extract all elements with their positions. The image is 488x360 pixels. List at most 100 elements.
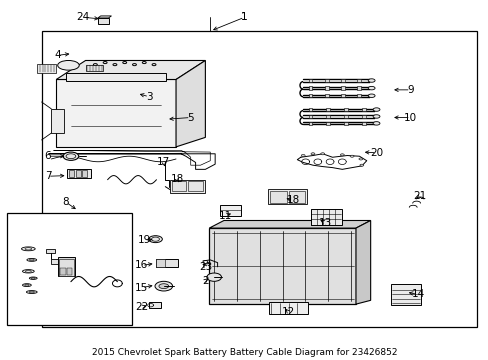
Bar [308, 122, 312, 125]
Bar [67, 168, 91, 178]
Ellipse shape [27, 258, 37, 261]
Bar [220, 205, 240, 216]
Polygon shape [176, 60, 205, 147]
Text: 10: 10 [404, 113, 416, 122]
Ellipse shape [310, 153, 314, 155]
Text: 19: 19 [137, 235, 151, 245]
Text: 1: 1 [241, 12, 247, 22]
Bar [56, 80, 176, 147]
Text: 17: 17 [157, 157, 170, 167]
Bar [187, 181, 203, 192]
Ellipse shape [301, 154, 305, 157]
Ellipse shape [148, 236, 162, 243]
Bar [58, 257, 75, 276]
Bar [326, 108, 330, 111]
Bar [357, 86, 361, 90]
Bar [269, 191, 286, 203]
Bar [324, 86, 328, 90]
Bar [7, 212, 132, 325]
Ellipse shape [372, 115, 379, 118]
Text: 8: 8 [62, 197, 69, 207]
Text: 6: 6 [44, 151, 51, 161]
Bar [76, 170, 81, 177]
Bar [362, 122, 366, 125]
Ellipse shape [159, 284, 168, 289]
Text: 16: 16 [135, 260, 148, 270]
Bar [172, 181, 185, 192]
Bar [344, 115, 347, 118]
Text: 2: 2 [202, 276, 208, 285]
Bar [82, 170, 87, 177]
Text: 20: 20 [369, 148, 382, 158]
Polygon shape [355, 220, 370, 304]
Text: 3: 3 [145, 92, 152, 102]
Bar [362, 115, 366, 118]
Bar [341, 79, 345, 82]
Bar [390, 284, 420, 305]
Bar [59, 258, 74, 276]
Text: 15: 15 [135, 283, 148, 293]
Ellipse shape [358, 158, 362, 160]
Ellipse shape [349, 155, 353, 157]
Bar [41, 31, 476, 327]
Bar [267, 189, 306, 204]
Bar [51, 259, 62, 264]
Text: 14: 14 [410, 289, 424, 300]
Text: 24: 24 [76, 12, 90, 22]
Bar [308, 108, 312, 111]
Text: 7: 7 [44, 171, 51, 181]
Bar [69, 170, 74, 177]
Text: 13: 13 [318, 218, 331, 228]
Text: 23: 23 [198, 262, 212, 272]
Bar [324, 79, 328, 82]
Ellipse shape [320, 153, 324, 155]
Bar [357, 79, 361, 82]
Bar [324, 94, 328, 98]
Bar [155, 259, 177, 267]
Ellipse shape [367, 86, 374, 90]
Text: 11: 11 [218, 211, 231, 221]
Text: 21: 21 [412, 191, 426, 201]
Bar [170, 180, 205, 193]
Ellipse shape [26, 291, 37, 293]
Bar [308, 94, 312, 98]
Ellipse shape [22, 270, 34, 273]
Text: 18: 18 [286, 195, 300, 206]
Text: 5: 5 [187, 113, 194, 122]
Bar [98, 18, 108, 24]
Bar [149, 302, 161, 307]
Ellipse shape [22, 284, 31, 287]
Bar [326, 115, 330, 118]
Bar [341, 94, 345, 98]
Text: 9: 9 [407, 85, 413, 95]
Bar [85, 65, 102, 71]
Bar [341, 86, 345, 90]
Ellipse shape [340, 154, 344, 156]
Ellipse shape [21, 247, 35, 251]
Bar [155, 259, 165, 267]
Ellipse shape [367, 79, 374, 82]
Bar [268, 302, 307, 315]
Bar [308, 115, 312, 118]
Ellipse shape [58, 60, 79, 70]
Polygon shape [56, 60, 205, 80]
Bar [66, 268, 72, 275]
Bar [51, 109, 63, 133]
Ellipse shape [63, 152, 79, 160]
Bar [326, 122, 330, 125]
Polygon shape [209, 220, 370, 228]
Ellipse shape [359, 164, 363, 166]
Ellipse shape [155, 281, 172, 291]
Ellipse shape [206, 273, 221, 281]
Bar [362, 108, 366, 111]
Bar [288, 191, 304, 203]
Polygon shape [98, 16, 111, 18]
Ellipse shape [372, 108, 379, 111]
Bar [344, 122, 347, 125]
Ellipse shape [367, 94, 374, 98]
Text: 4: 4 [54, 50, 61, 60]
Bar [308, 86, 312, 90]
Bar [60, 268, 65, 275]
Bar [37, 64, 56, 73]
Text: 22: 22 [135, 302, 148, 312]
